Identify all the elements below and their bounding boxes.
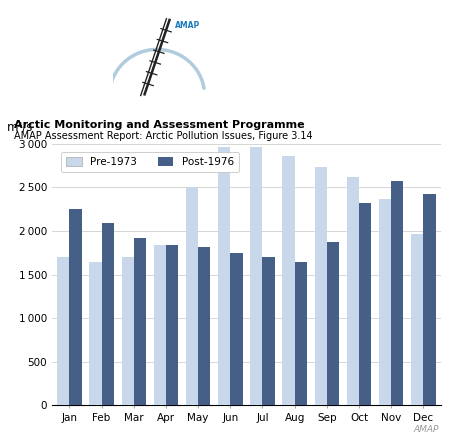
Bar xyxy=(379,199,391,405)
Bar xyxy=(166,245,178,405)
Bar xyxy=(327,242,339,405)
Text: AMAP: AMAP xyxy=(414,425,439,434)
Bar xyxy=(154,245,166,405)
Bar xyxy=(359,203,371,405)
Bar xyxy=(122,257,134,405)
Bar xyxy=(411,234,423,405)
Bar xyxy=(230,253,243,405)
Bar xyxy=(262,257,274,405)
Bar xyxy=(90,262,102,405)
Bar xyxy=(218,147,230,405)
Bar xyxy=(295,262,307,405)
Text: Arctic Monitoring and Assessment Programme: Arctic Monitoring and Assessment Program… xyxy=(14,120,304,130)
Bar xyxy=(186,187,198,405)
Bar xyxy=(69,209,81,405)
Bar xyxy=(134,238,146,405)
Bar xyxy=(198,247,210,405)
Bar xyxy=(315,167,327,405)
Text: AMAP Assessment Report: Arctic Pollution Issues, Figure 3.14: AMAP Assessment Report: Arctic Pollution… xyxy=(14,131,312,141)
Legend: Pre-1973, Post-1976: Pre-1973, Post-1976 xyxy=(61,152,239,172)
Bar xyxy=(102,223,114,405)
Bar xyxy=(347,177,359,405)
Text: m³/s: m³/s xyxy=(7,120,33,133)
Bar xyxy=(391,181,403,405)
Bar xyxy=(283,156,295,405)
Bar xyxy=(423,194,436,405)
Text: AMAP: AMAP xyxy=(175,21,200,30)
Bar xyxy=(57,257,69,405)
Bar xyxy=(250,147,262,405)
